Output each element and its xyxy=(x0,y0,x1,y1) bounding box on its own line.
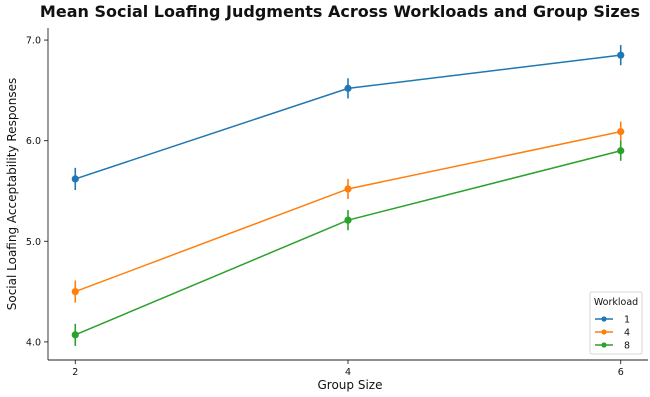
legend: Workload 1 4 8 xyxy=(589,291,643,355)
data-point xyxy=(344,216,352,224)
x-axis-label: Group Size xyxy=(318,378,383,392)
series-layer xyxy=(71,45,625,346)
x-tick-label: 6 xyxy=(618,367,624,378)
data-point xyxy=(344,84,352,92)
legend-label: 8 xyxy=(624,341,630,352)
data-point xyxy=(617,128,625,136)
series-1 xyxy=(71,45,625,190)
data-point xyxy=(71,331,79,339)
data-point xyxy=(617,147,625,155)
series-line xyxy=(75,54,621,180)
y-tick-label: 4.0 xyxy=(26,337,41,348)
chart-title: Mean Social Loafing Judgments Across Wor… xyxy=(40,2,640,21)
axes: 4.0 5.0 6.0 7.0 2 4 6 xyxy=(26,28,648,378)
legend-title: Workload xyxy=(594,297,638,308)
series-4 xyxy=(71,121,625,303)
legend-swatch-marker xyxy=(601,342,607,348)
series-8 xyxy=(71,140,625,346)
series-line xyxy=(74,150,621,336)
legend-item-4: 4 xyxy=(595,328,630,339)
legend-swatch-marker xyxy=(601,329,607,335)
x-tick-label: 2 xyxy=(72,367,78,378)
legend-label: 1 xyxy=(624,315,630,326)
legend-item-8: 8 xyxy=(595,341,630,352)
legend-item-1: 1 xyxy=(595,315,630,326)
y-tick-label: 7.0 xyxy=(26,36,41,47)
data-point xyxy=(71,175,79,183)
legend-box xyxy=(589,291,643,355)
data-point xyxy=(344,185,352,193)
legend-label: 4 xyxy=(624,328,630,339)
data-point xyxy=(71,287,79,296)
y-tick-label: 5.0 xyxy=(26,237,41,248)
legend-swatch-marker xyxy=(601,316,607,322)
y-tick-label: 6.0 xyxy=(26,136,41,147)
x-tick-label: 4 xyxy=(345,367,351,378)
y-axis-label: Social Loafing Acceptability Responses xyxy=(5,78,19,311)
data-point xyxy=(617,51,625,59)
